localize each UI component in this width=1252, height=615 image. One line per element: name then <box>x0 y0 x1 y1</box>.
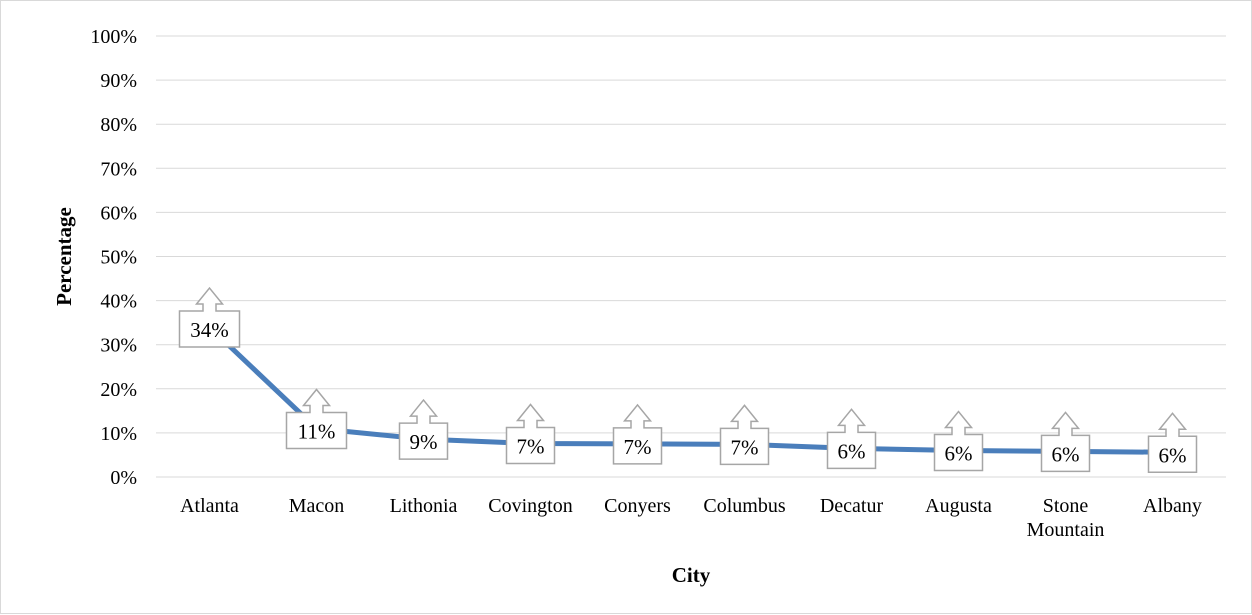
data-label: 7% <box>612 403 663 465</box>
y-tick-label: 10% <box>100 423 137 445</box>
y-tick-label: 70% <box>100 158 137 180</box>
data-label-text: 6% <box>1052 442 1080 466</box>
x-tick-label: Atlanta <box>180 495 239 517</box>
y-tick-label: 0% <box>110 467 137 489</box>
data-label-callout <box>285 388 348 450</box>
data-label-callout <box>1040 411 1091 473</box>
data-label: 11% <box>285 388 348 450</box>
data-label: 6% <box>1040 411 1091 473</box>
y-tick-label: 80% <box>100 114 137 136</box>
x-tick-label: Decatur <box>820 495 884 517</box>
data-label-text: 11% <box>298 419 336 443</box>
x-tick-label: Stone Mountain <box>1027 495 1105 541</box>
y-tick-label: 90% <box>100 70 137 92</box>
data-label-callout <box>1147 412 1198 474</box>
data-label-callout <box>933 410 984 472</box>
x-axis-ticks: Atlanta Macon Lithonia Covington Conyers Colu… <box>180 495 1202 541</box>
data-label: 9% <box>398 398 449 460</box>
data-label-text: 34% <box>190 318 229 342</box>
data-label-text: 7% <box>731 435 759 459</box>
data-label: 7% <box>719 404 770 466</box>
x-tick-label: Conyers <box>604 495 671 517</box>
data-label-text: 6% <box>838 439 866 463</box>
data-label: 7% <box>505 403 556 465</box>
data-label-text: 7% <box>517 434 545 458</box>
data-label-callout <box>178 286 241 348</box>
data-label: 6% <box>933 410 984 472</box>
data-label-callout <box>612 403 663 465</box>
y-tick-label: 30% <box>100 335 137 357</box>
y-tick-label: 100% <box>90 26 137 48</box>
data-label-callout <box>398 398 449 460</box>
data-labels: 34% 11% 9% 7% 7% 7% 6% 6% 6% 6% <box>178 286 1198 474</box>
data-label-text: 6% <box>945 442 973 466</box>
data-points <box>207 324 1175 455</box>
data-label-text: 9% <box>410 430 438 454</box>
data-label-callout <box>826 408 877 470</box>
x-tick-label: Augusta <box>925 495 992 517</box>
x-tick-label-line: Mountain <box>1027 519 1105 541</box>
x-tick-label: Columbus <box>703 495 785 517</box>
y-tick-label: 20% <box>100 379 137 401</box>
x-tick-label: Macon <box>289 495 345 517</box>
y-tick-label: 50% <box>100 247 137 269</box>
data-label: 34% <box>178 286 241 348</box>
data-label-callout <box>719 404 770 466</box>
data-label-text: 6% <box>1159 443 1187 467</box>
x-tick-label: Albany <box>1143 495 1202 517</box>
y-axis-ticks: 0% 10% 20% 30% 40% 50% 60% 70% 80% 90% 100% <box>90 26 137 489</box>
x-axis-title: City <box>672 563 711 587</box>
x-tick-label-line: Stone <box>1043 495 1089 517</box>
series-line <box>207 324 1175 455</box>
x-tick-label: Covington <box>488 495 572 517</box>
data-label-callout <box>505 403 556 465</box>
data-label: 6% <box>1147 412 1198 474</box>
y-tick-label: 60% <box>100 202 137 224</box>
y-axis-title: Percentage <box>52 207 76 306</box>
x-tick-label: Lithonia <box>390 495 458 517</box>
data-label-text: 7% <box>624 435 652 459</box>
y-tick-label: 40% <box>100 291 137 313</box>
data-label: 6% <box>826 408 877 470</box>
